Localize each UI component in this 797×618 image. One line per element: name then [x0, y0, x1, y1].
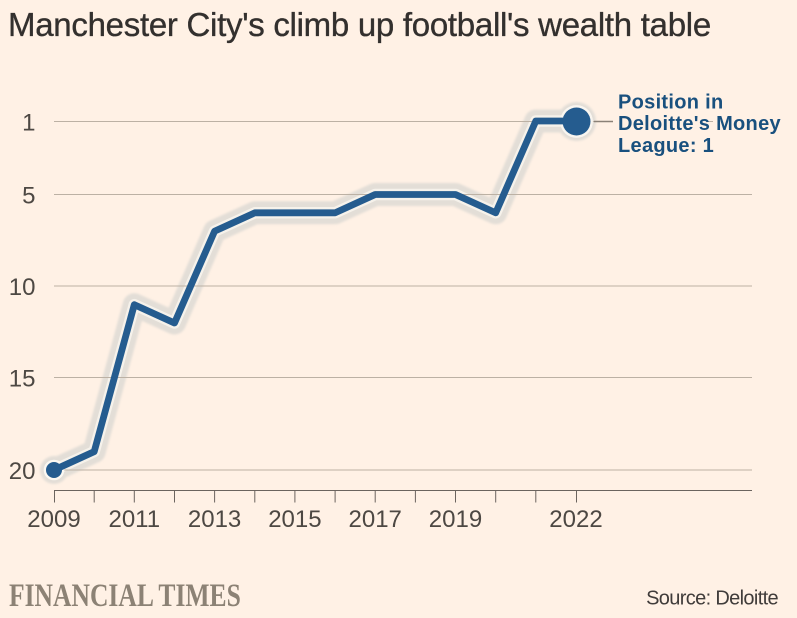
svg-text:2019: 2019: [429, 506, 482, 533]
svg-text:2022: 2022: [549, 506, 602, 533]
svg-text:1: 1: [22, 110, 35, 137]
svg-text:FINANCIAL TIMES: FINANCIAL TIMES: [9, 578, 241, 614]
svg-text:2013: 2013: [188, 506, 241, 533]
svg-text:2017: 2017: [349, 506, 402, 533]
svg-text:2011: 2011: [108, 506, 160, 533]
svg-text:Source: Deloitte: Source: Deloitte: [646, 588, 778, 610]
svg-text:League: 1: League: 1: [618, 135, 714, 157]
svg-text:5: 5: [22, 183, 35, 210]
svg-text:15: 15: [9, 366, 36, 393]
svg-text:Deloitte's Money: Deloitte's Money: [618, 113, 781, 135]
svg-text:2015: 2015: [268, 506, 321, 533]
svg-text:20: 20: [9, 458, 36, 485]
svg-text:Position in: Position in: [618, 92, 724, 114]
svg-text:Manchester City's climb up foo: Manchester City's climb up football's we…: [8, 6, 711, 43]
svg-text:10: 10: [9, 274, 36, 301]
svg-text:2009: 2009: [27, 506, 80, 533]
